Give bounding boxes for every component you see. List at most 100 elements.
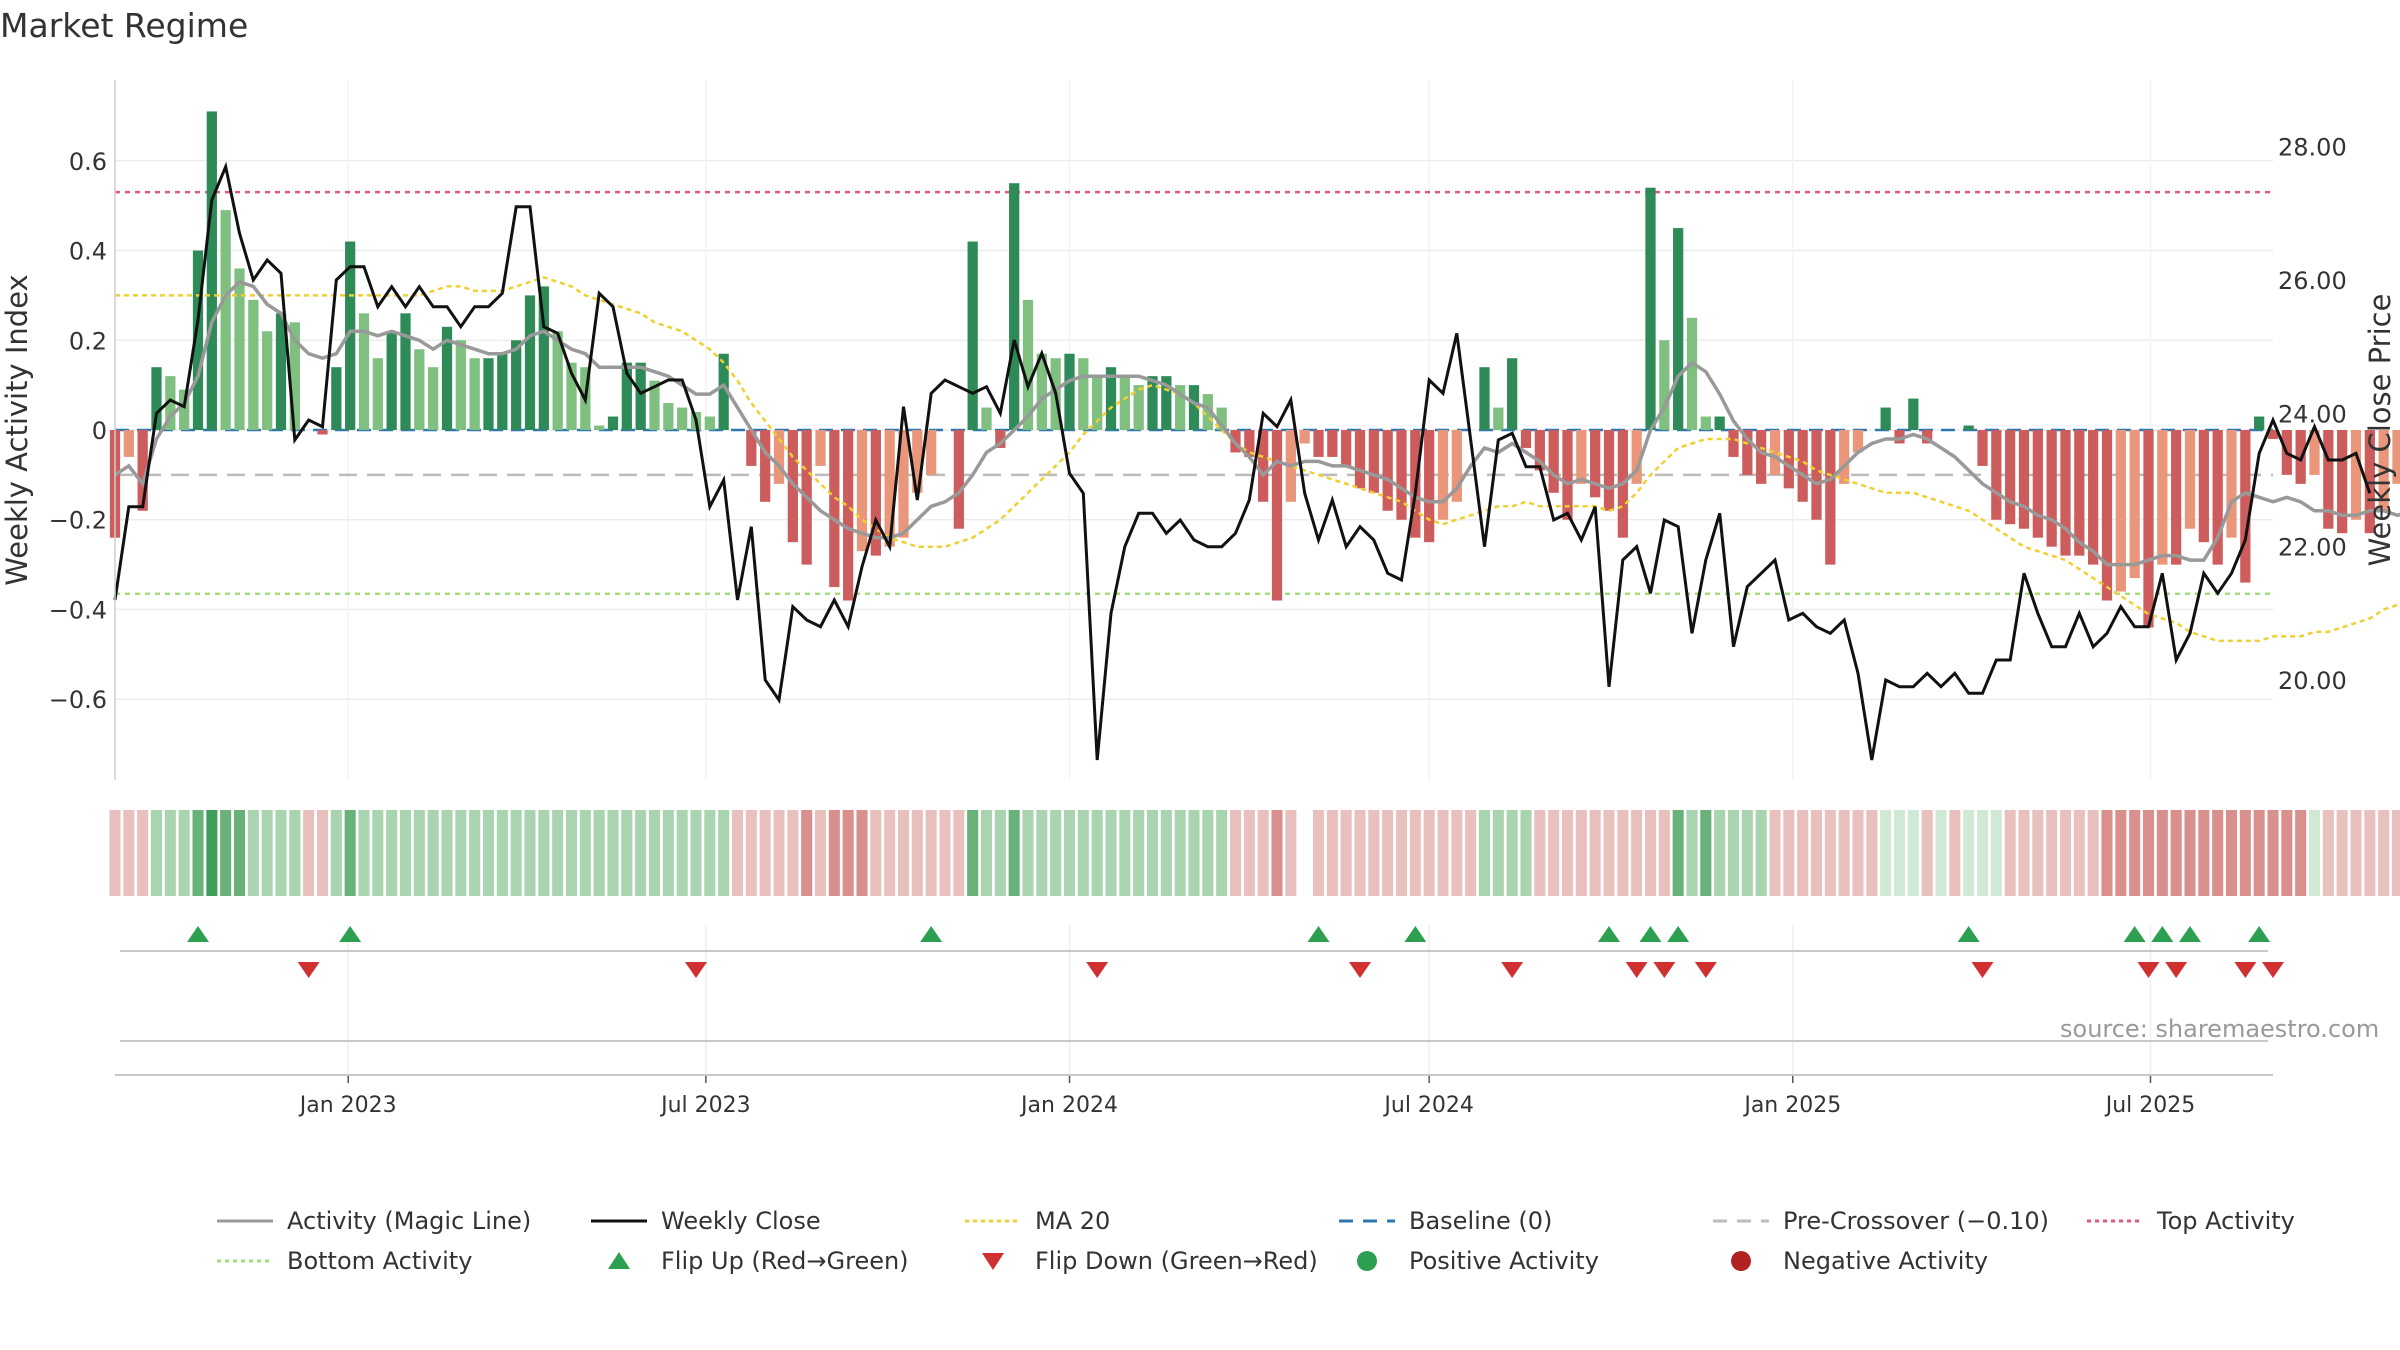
y-tick-label-left: 0.6 <box>69 148 107 176</box>
strip-cell <box>2156 810 2168 896</box>
flip-markers-panel <box>120 926 2284 978</box>
activity-bar <box>2032 430 2043 538</box>
legend-swatch-triangle-down <box>982 1253 1004 1270</box>
regime-color-strip <box>109 810 2400 896</box>
activity-bar <box>1009 183 1020 430</box>
strip-cell <box>372 810 384 896</box>
activity-bar <box>649 380 660 430</box>
y-tick-label-right: 28.00 <box>2278 134 2347 162</box>
activity-bar <box>1202 394 1213 430</box>
legend-item: Negative Activity <box>1711 1246 2085 1276</box>
strip-cell <box>814 810 827 896</box>
activity-bar <box>1396 430 1407 520</box>
y-tick-label-left: 0.2 <box>69 327 107 355</box>
flip-up-marker <box>920 926 943 942</box>
activity-bar <box>497 353 508 430</box>
strip-cell <box>1063 810 1076 896</box>
activity-bar <box>1852 430 1864 453</box>
legend-item: Top Activity <box>2085 1206 2385 1236</box>
legend-label: Bottom Activity <box>287 1247 473 1275</box>
strip-cell <box>897 810 910 896</box>
flip-up-marker <box>2179 926 2201 942</box>
activity-bar <box>884 430 895 547</box>
activity-bar <box>1908 398 1919 430</box>
flip-down-marker <box>1501 962 1524 978</box>
strip-cell <box>1492 810 1504 896</box>
legend-item: Activity (Magic Line) <box>215 1206 589 1236</box>
flip-down-marker <box>1653 962 1676 978</box>
activity-bar <box>621 362 632 430</box>
series-lines <box>113 161 2400 761</box>
strip-cell <box>1312 810 1325 896</box>
strip-cell <box>607 810 619 896</box>
activity-bar <box>386 331 397 430</box>
activity-bar <box>1451 430 1462 502</box>
strip-cell <box>1285 810 1297 896</box>
strip-cell <box>801 810 813 896</box>
legend-item: Bottom Activity <box>215 1246 589 1276</box>
flip-down-marker <box>1694 962 1717 978</box>
strip-cell <box>1797 810 1809 896</box>
flip-down-marker <box>1625 962 1648 978</box>
strip-cell <box>247 810 259 896</box>
activity-bar <box>1022 299 1034 430</box>
legend-swatch <box>217 1219 273 1223</box>
strip-cell <box>2004 810 2016 896</box>
flip-up-marker <box>187 926 209 942</box>
activity-bar <box>1880 407 1891 430</box>
activity-bar <box>1327 430 1338 457</box>
activity-bar <box>455 340 466 430</box>
strip-cell <box>1603 810 1615 896</box>
x-tick-label: Jul 2023 <box>659 1093 751 1118</box>
legend-item: Flip Down (Green→Red) <box>963 1246 1337 1276</box>
legend-swatch-triangle-up <box>608 1252 630 1269</box>
activity-bar <box>469 358 480 430</box>
activity-bar <box>1341 430 1352 466</box>
strip-cell <box>1852 810 1864 896</box>
strip-cell <box>1561 810 1574 896</box>
strip-cell <box>1036 810 1048 896</box>
activity-bar <box>2184 430 2196 529</box>
strip-cell <box>2281 810 2293 896</box>
strip-cell <box>150 810 163 896</box>
strip-cell <box>1658 810 1670 896</box>
strip-cell <box>2046 810 2058 896</box>
activity-bar <box>275 313 287 430</box>
strip-cell <box>745 810 757 896</box>
legend-swatch <box>608 1252 630 1269</box>
strip-cell <box>2059 810 2072 896</box>
activity-magic-line <box>114 279 2400 567</box>
flip-down-marker <box>2234 962 2257 978</box>
legend-swatch <box>217 1259 273 1263</box>
activity-bar <box>400 313 411 430</box>
activity-bar <box>2226 430 2237 538</box>
activity-bar <box>414 349 425 430</box>
strip-cell <box>1990 810 2002 896</box>
flip-down-marker <box>2165 962 2188 978</box>
activity-bar <box>677 407 688 430</box>
strip-cell <box>1091 810 1103 896</box>
strip-cell <box>870 810 882 896</box>
activity-bar <box>1299 430 1310 444</box>
activity-bar <box>2350 430 2362 520</box>
strip-cell <box>911 810 923 896</box>
activity-bar <box>1839 430 1850 484</box>
activity-bar <box>331 367 342 430</box>
flip-up-marker <box>1307 926 1330 942</box>
legend-swatch <box>1339 1219 1395 1223</box>
strip-cell <box>1437 810 1449 896</box>
strip-cell <box>1700 810 1712 896</box>
strip-cell <box>427 810 439 896</box>
strip-cell <box>1714 810 1726 896</box>
strip-cell <box>787 810 799 896</box>
activity-bar <box>1783 430 1794 489</box>
legend-label: Activity (Magic Line) <box>287 1207 532 1235</box>
strip-cell <box>842 810 854 896</box>
strip-cell <box>2322 810 2334 896</box>
activity-bar <box>981 407 992 430</box>
strip-cell <box>621 810 633 896</box>
activity-bar <box>663 403 674 430</box>
strip-cell <box>2350 810 2362 896</box>
strip-cell <box>593 810 605 896</box>
strip-cell <box>1824 810 1836 896</box>
